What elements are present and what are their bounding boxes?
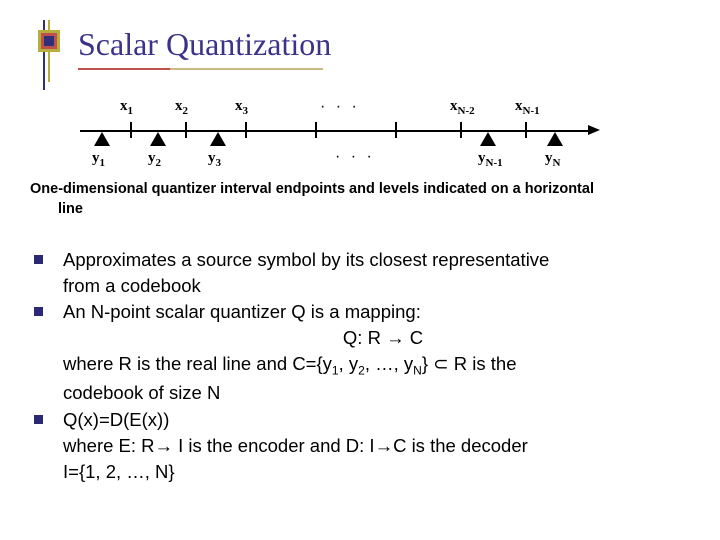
x-label: x3 bbox=[235, 98, 248, 117]
bullet-text: where E: R→ I is the encoder and D: I→C … bbox=[63, 434, 528, 458]
x-label: x1 bbox=[120, 98, 133, 117]
bullet-row: from a codebook bbox=[34, 274, 704, 298]
bullet-marker-icon bbox=[34, 307, 43, 316]
tick-mark bbox=[315, 122, 317, 138]
title-region: Scalar Quantization bbox=[0, 20, 720, 80]
bullet-text: Q: R → C bbox=[63, 326, 703, 350]
bullet-row: where E: R→ I is the encoder and D: I→C … bbox=[34, 434, 704, 458]
y-label: y3 bbox=[208, 150, 221, 169]
bullet-marker-icon bbox=[34, 255, 43, 264]
bullet-row: codebook of size N bbox=[34, 381, 704, 405]
bullet-text: Approximates a source symbol by its clos… bbox=[63, 248, 549, 272]
bullet-text: An N-point scalar quantizer Q is a mappi… bbox=[63, 300, 421, 324]
bullet-row: Q(x)=D(E(x)) bbox=[34, 408, 704, 432]
slide-title: Scalar Quantization bbox=[78, 26, 331, 63]
bullet-row: Approximates a source symbol by its clos… bbox=[34, 248, 704, 272]
bullet-marker-icon bbox=[34, 415, 43, 424]
y-ellipsis: · · · bbox=[335, 148, 375, 166]
bullet-text: I={1, 2, …, N} bbox=[63, 460, 175, 484]
level-marker-icon bbox=[210, 132, 226, 146]
underline-seg-2 bbox=[170, 68, 323, 70]
tick-mark bbox=[130, 122, 132, 138]
tick-mark bbox=[185, 122, 187, 138]
tick-mark bbox=[460, 122, 462, 138]
bullet-row: where R is the real line and C={y1, y2, … bbox=[34, 352, 704, 379]
x-label: xN-2 bbox=[450, 98, 475, 117]
x-label: x2 bbox=[175, 98, 188, 117]
quantizer-diagram: x1 x2 x3 xN-2 xN-1 · · · y1 y2 y3 yN-1 yN · · · bbox=[70, 92, 610, 170]
bullet-text: Q(x)=D(E(x)) bbox=[63, 408, 169, 432]
bullet-row: An N-point scalar quantizer Q is a mappi… bbox=[34, 300, 704, 324]
underline-seg-1 bbox=[78, 68, 170, 70]
bullet-row: Q: R → C bbox=[34, 326, 704, 350]
caption-line2: line bbox=[30, 200, 690, 220]
y-label: yN bbox=[545, 150, 560, 169]
x-label: xN-1 bbox=[515, 98, 540, 117]
bullet-row: I={1, 2, …, N} bbox=[34, 460, 704, 484]
y-label: y2 bbox=[148, 150, 161, 169]
x-ellipsis: · · · bbox=[320, 98, 360, 116]
level-marker-icon bbox=[480, 132, 496, 146]
title-underline bbox=[78, 68, 323, 70]
level-marker-icon bbox=[150, 132, 166, 146]
tick-mark bbox=[245, 122, 247, 138]
bullet-text: from a codebook bbox=[63, 274, 201, 298]
tick-mark bbox=[395, 122, 397, 138]
level-marker-icon bbox=[547, 132, 563, 146]
arrowhead-icon bbox=[588, 125, 600, 135]
title-bullet-icon bbox=[38, 30, 60, 52]
bullet-list: Approximates a source symbol by its clos… bbox=[34, 248, 704, 486]
y-label: yN-1 bbox=[478, 150, 503, 169]
bullet-text: where R is the real line and C={y1, y2, … bbox=[63, 352, 517, 379]
level-marker-icon bbox=[94, 132, 110, 146]
diagram-caption: One-dimensional quantizer interval endpo… bbox=[30, 180, 690, 219]
y-label: y1 bbox=[92, 150, 105, 169]
caption-line1: One-dimensional quantizer interval endpo… bbox=[30, 181, 594, 197]
tick-mark bbox=[525, 122, 527, 138]
bullet-text: codebook of size N bbox=[63, 381, 220, 405]
